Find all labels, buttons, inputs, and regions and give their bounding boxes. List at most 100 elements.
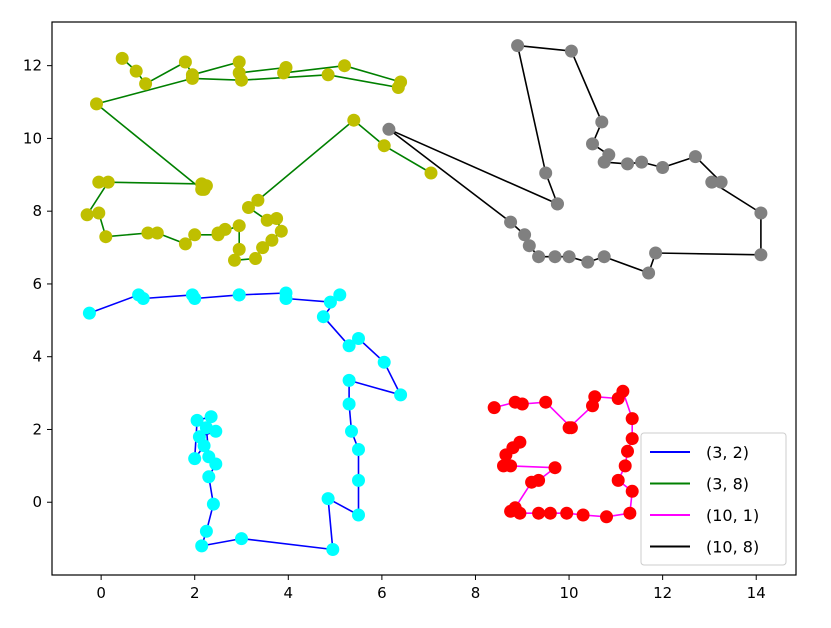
data-point xyxy=(635,155,649,169)
series-3 xyxy=(382,39,768,280)
x-tick-label: 12 xyxy=(653,584,672,602)
data-point xyxy=(391,81,405,94)
data-point xyxy=(642,266,656,280)
data-point xyxy=(714,175,728,189)
data-point xyxy=(564,44,578,58)
data-point xyxy=(92,206,106,220)
data-point xyxy=(623,506,637,520)
y-tick-label: 8 xyxy=(32,202,42,220)
data-point xyxy=(178,55,192,69)
series-line xyxy=(86,57,432,262)
data-point xyxy=(345,424,358,438)
x-tick-label: 0 xyxy=(96,584,106,602)
data-point xyxy=(232,55,246,69)
y-tick-label: 6 xyxy=(32,275,42,293)
data-point xyxy=(499,448,513,462)
data-point xyxy=(101,175,115,189)
data-point xyxy=(139,77,153,91)
data-point xyxy=(424,166,438,180)
data-point xyxy=(92,175,106,189)
data-point xyxy=(621,444,634,458)
data-point xyxy=(625,484,639,498)
data-point xyxy=(211,226,225,240)
data-point xyxy=(625,432,639,446)
data-point xyxy=(352,332,365,345)
data-point xyxy=(150,226,164,240)
data-point xyxy=(611,473,625,487)
data-point xyxy=(352,443,365,456)
data-point xyxy=(548,461,562,475)
data-point xyxy=(539,395,553,409)
data-point xyxy=(581,255,595,269)
data-point xyxy=(242,201,255,214)
data-point xyxy=(199,524,213,538)
data-point xyxy=(197,439,211,453)
data-point xyxy=(518,228,532,242)
data-point xyxy=(352,473,365,487)
data-point xyxy=(597,250,611,264)
data-point xyxy=(621,157,634,171)
data-point xyxy=(326,543,340,556)
series-line xyxy=(388,44,762,274)
data-point xyxy=(195,539,209,553)
data-point xyxy=(342,339,356,353)
legend-item: (3, 2) xyxy=(650,443,749,462)
data-point xyxy=(190,413,204,427)
x-tick-label: 2 xyxy=(190,584,200,602)
legend: (3, 2) (3, 8) (10, 1) (10, 8) xyxy=(640,432,787,566)
data-point xyxy=(576,508,590,522)
data-point xyxy=(338,59,351,73)
data-point xyxy=(188,292,202,305)
data-point xyxy=(377,139,391,153)
data-point xyxy=(232,219,246,233)
data-point xyxy=(688,150,702,164)
data-point xyxy=(178,237,192,251)
y-tick-label: 12 xyxy=(23,57,42,75)
data-point xyxy=(754,206,768,220)
data-point xyxy=(321,68,335,82)
data-point xyxy=(656,161,670,174)
data-point xyxy=(377,355,391,369)
x-tick-label: 8 xyxy=(471,584,481,602)
series-2 xyxy=(487,384,639,524)
y-tick-label: 0 xyxy=(32,493,42,511)
data-point xyxy=(600,510,613,524)
data-point xyxy=(382,122,396,136)
data-point xyxy=(588,390,602,404)
data-point xyxy=(206,497,220,511)
data-point xyxy=(513,435,527,449)
legend-box xyxy=(640,432,787,566)
data-point xyxy=(188,228,202,242)
data-point xyxy=(251,193,265,207)
data-point xyxy=(323,295,337,309)
data-point xyxy=(543,506,557,520)
data-point xyxy=(185,71,199,85)
data-point xyxy=(595,115,609,129)
legend-label: (3, 8) xyxy=(706,475,749,494)
data-point xyxy=(141,226,155,240)
data-point xyxy=(232,242,246,256)
data-point xyxy=(129,64,143,78)
plot-area xyxy=(80,39,768,556)
data-point xyxy=(550,197,564,211)
data-point xyxy=(333,288,347,302)
data-point xyxy=(515,397,529,411)
data-point xyxy=(90,97,103,111)
data-point xyxy=(209,424,223,438)
data-point xyxy=(508,501,522,515)
data-point xyxy=(347,113,361,127)
x-tick-label: 6 xyxy=(377,584,387,602)
data-point xyxy=(522,239,536,253)
data-point xyxy=(602,148,616,162)
data-point xyxy=(277,66,291,80)
data-point xyxy=(235,73,248,87)
data-point xyxy=(204,410,218,424)
data-point xyxy=(616,384,630,398)
data-point xyxy=(202,470,216,484)
data-point xyxy=(342,373,356,387)
data-point xyxy=(195,177,209,191)
data-point xyxy=(532,506,546,520)
data-point xyxy=(260,213,274,227)
legend-label: (10, 8) xyxy=(706,538,759,557)
data-point xyxy=(532,473,546,487)
